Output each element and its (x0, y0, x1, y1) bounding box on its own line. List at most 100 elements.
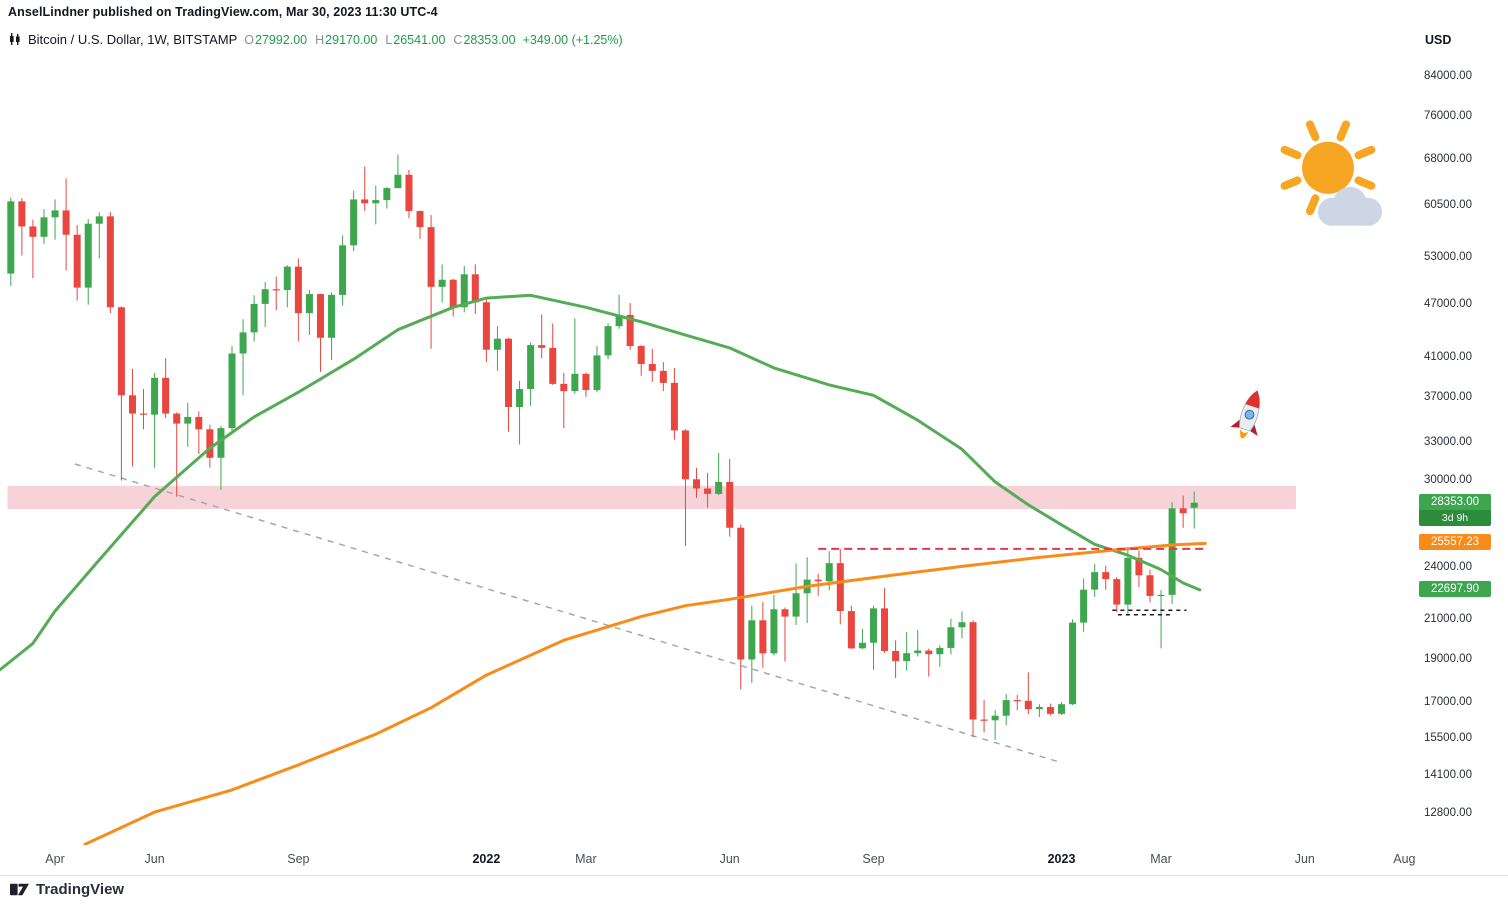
ma-50-week-line[interactable] (0, 293, 1202, 672)
candle-body (858, 642, 866, 649)
candle-body (1179, 508, 1187, 514)
footer-divider (0, 875, 1508, 876)
candle-body (84, 223, 92, 288)
candle-body (460, 274, 468, 308)
time-label-mar: Mar (575, 852, 597, 866)
candle-body (51, 210, 59, 218)
candle-body (991, 715, 999, 721)
candle-body (151, 377, 159, 415)
candle-body (1146, 575, 1154, 596)
price-tick: 21000.00 (1424, 613, 1472, 626)
candle-body (759, 620, 767, 654)
candle-body (140, 413, 148, 415)
cloud-icon (1318, 186, 1382, 226)
price-axis[interactable]: USD 84000.00 76000.00 68000.00 60500.00 5300… (1417, 0, 1508, 875)
rocket-emoji[interactable] (1228, 386, 1271, 442)
candle-body (892, 650, 900, 662)
candle-body (1080, 589, 1088, 623)
candle-body (350, 199, 358, 246)
candle-body (980, 719, 988, 721)
price-tick: 14100.00 (1424, 769, 1472, 782)
symbol-title[interactable]: Bitcoin / U.S. Dollar, 1W, BITSTAMP (28, 32, 238, 47)
ohlc-close-value: 28353.00 (463, 32, 516, 47)
time-label-sep: Sep (862, 852, 885, 866)
candle-body (106, 216, 114, 308)
candle-body (792, 593, 800, 617)
candle-body (128, 395, 136, 414)
candle-body (869, 608, 877, 643)
candle-body (283, 266, 291, 291)
ohlc-low-value: 26541.00 (393, 32, 446, 47)
time-label-aug: Aug (1393, 852, 1416, 866)
candle-body (184, 416, 192, 424)
candle-body (272, 289, 280, 291)
price-tick: 60500.00 (1424, 198, 1472, 211)
candle-body (173, 413, 181, 424)
candle-body (726, 481, 734, 528)
time-label-jun: Jun (719, 852, 740, 866)
time-label-jun: Jun (1294, 852, 1315, 866)
resistance-zone-band[interactable] (7, 485, 1296, 510)
candle-body (1135, 557, 1143, 576)
candle-body (261, 289, 269, 304)
candle-body (958, 622, 966, 628)
candle-body (505, 338, 512, 408)
candle-body (1046, 707, 1054, 714)
brand-name[interactable]: TradingView (36, 881, 125, 898)
price-tick: 76000.00 (1424, 109, 1472, 122)
price-tick: 84000.00 (1424, 70, 1472, 83)
candle-body (648, 364, 656, 371)
candle-body (814, 579, 822, 582)
candle-body (659, 370, 667, 383)
price-tick: 24000.00 (1424, 561, 1472, 573)
candle-body (62, 210, 70, 235)
candle-body (1168, 508, 1176, 595)
ma-200-week-line[interactable] (83, 541, 1207, 846)
tradingview-logo-icon[interactable] (10, 880, 29, 899)
candle-body (427, 227, 435, 287)
candle-body (1024, 700, 1032, 710)
descending-trendline[interactable] (74, 463, 1062, 764)
candle-body (681, 430, 689, 480)
candle-body (571, 373, 579, 392)
candle-body (217, 428, 225, 458)
candle-body (825, 563, 833, 582)
last-price-value: 28353.00 (1419, 493, 1491, 510)
time-label-jun: Jun (144, 852, 165, 866)
price-tick: 17000.00 (1424, 696, 1472, 709)
price-change: +349.00 (+1.25%) (522, 32, 623, 47)
candle-body (294, 266, 302, 314)
candle-body (239, 332, 247, 354)
time-label-apr: Apr (45, 852, 65, 866)
candle-body (40, 217, 48, 237)
candle-body (1102, 572, 1110, 580)
ohlc-open-value: 27992.00 (255, 32, 308, 47)
candle-body (836, 563, 844, 612)
candle-body (405, 174, 413, 212)
candle-body (1058, 704, 1065, 714)
time-axis[interactable]: Apr Jun Sep 2022 Mar Jun Sep 2023 Mar Jun Aug (0, 845, 1417, 875)
candle-body (29, 226, 37, 237)
ohlc-high-label: H (315, 32, 325, 47)
attribution-text: AnselLindner published on TradingView.co… (8, 5, 438, 19)
candle-body (73, 234, 81, 288)
price-tick: 12800.00 (1424, 807, 1472, 820)
candle-body (847, 611, 855, 649)
candle-body (449, 279, 457, 308)
candle-body (493, 338, 501, 350)
candle-body (95, 216, 103, 224)
sun-behind-cloud-emoji[interactable] (1280, 120, 1382, 226)
candle-body (637, 346, 645, 365)
candle-body (1113, 579, 1121, 605)
candle-body (582, 373, 590, 391)
time-label-mar: Mar (1150, 852, 1172, 866)
candle-body (1013, 700, 1021, 702)
candle-body (7, 201, 15, 274)
candle-body (593, 355, 601, 391)
candle-body (1091, 572, 1099, 590)
candle-body (162, 377, 170, 414)
price-tick: 47000.00 (1424, 297, 1472, 310)
time-label-sep: Sep (287, 852, 310, 866)
time-label-2023: 2023 (1047, 852, 1076, 866)
